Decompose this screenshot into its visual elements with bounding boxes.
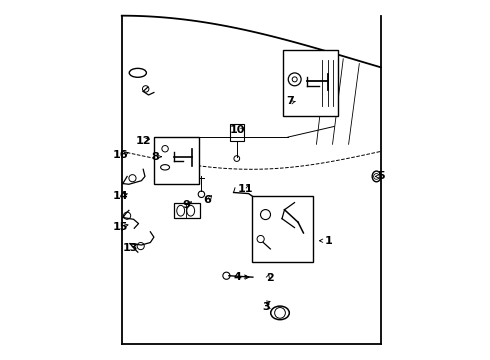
Bar [283,50,338,116]
Text: 8: 8 [151,152,159,162]
Bar [252,196,313,262]
Bar [154,137,198,184]
Text: 16: 16 [113,150,128,160]
Text: 2: 2 [266,273,274,283]
Text: 9: 9 [182,200,190,210]
Bar [230,123,244,141]
Text: 12: 12 [135,136,151,146]
Text: 5: 5 [377,171,385,181]
Text: 14: 14 [113,191,128,201]
Text: 4: 4 [234,272,242,282]
Text: 6: 6 [203,195,211,204]
Text: 1: 1 [325,236,333,246]
Text: 10: 10 [230,125,245,135]
Bar [173,203,200,218]
Text: 15: 15 [113,222,128,232]
Text: 7: 7 [286,96,294,107]
Text: 3: 3 [263,302,270,312]
Text: 13: 13 [122,243,138,253]
Text: 11: 11 [237,184,253,194]
